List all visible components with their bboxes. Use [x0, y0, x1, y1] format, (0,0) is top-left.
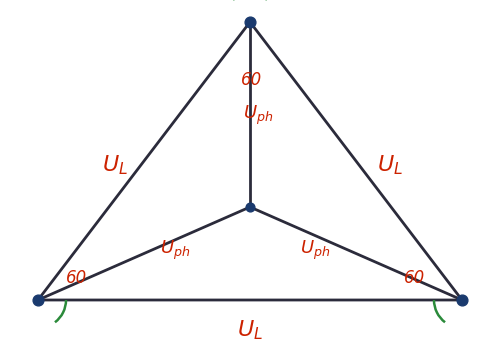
Text: 60: 60: [67, 269, 87, 287]
Text: $U_{ph}$: $U_{ph}$: [160, 238, 190, 262]
Point: [246, 204, 254, 210]
Text: 60: 60: [242, 71, 262, 89]
Text: $U_L$: $U_L$: [102, 153, 128, 177]
Text: $U_L$: $U_L$: [237, 318, 263, 342]
Text: $U_L$: $U_L$: [377, 153, 403, 177]
Point: [34, 297, 42, 303]
Point: [246, 19, 254, 25]
Text: 60: 60: [405, 269, 425, 287]
Text: $U_{ph}$: $U_{ph}$: [300, 238, 330, 262]
Point: [458, 297, 466, 303]
Text: $U_{ph}$: $U_{ph}$: [243, 103, 273, 127]
